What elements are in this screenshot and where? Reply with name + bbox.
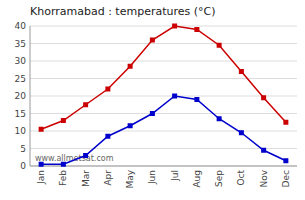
x-tick-label: Mar <box>81 170 91 187</box>
point <box>239 69 244 74</box>
y-tick-label: 20 <box>15 91 27 101</box>
y-tick-label: 30 <box>15 56 27 66</box>
series-line <box>41 26 286 129</box>
x-tick-label: May <box>125 169 135 188</box>
grid-line <box>30 131 297 132</box>
plot-area <box>39 24 289 167</box>
point <box>261 148 266 153</box>
point <box>128 123 133 128</box>
point <box>39 162 44 167</box>
point <box>283 158 288 163</box>
y-tick-label: 15 <box>15 109 26 119</box>
point <box>61 118 66 123</box>
y-tick-label: 10 <box>15 126 27 136</box>
x-tick-label: Jul <box>170 170 180 182</box>
point <box>261 95 266 100</box>
grid-line <box>30 43 297 44</box>
grid-line <box>30 96 297 97</box>
y-tick-label: 25 <box>15 74 26 84</box>
point <box>105 87 110 92</box>
x-tick-label: Feb <box>58 170 68 186</box>
x-tick-label: Nov <box>259 169 269 187</box>
title: Khorramabad : temperatures (°C) <box>30 5 216 18</box>
series-line <box>41 96 286 164</box>
point <box>150 38 155 43</box>
x-tick-label: Apr <box>103 170 113 186</box>
point <box>172 94 177 99</box>
y-tick-label: 40 <box>15 21 27 31</box>
point <box>39 127 44 132</box>
point <box>83 153 88 158</box>
x-tick-label: Aug <box>192 170 202 188</box>
x-tick-label: Dec <box>281 170 291 187</box>
point <box>217 43 222 48</box>
y-axis <box>30 26 31 166</box>
y-tick-label: 5 <box>20 144 26 154</box>
x-tick-label: Jun <box>147 170 157 185</box>
grid-line <box>30 78 297 79</box>
grid-line <box>30 26 297 27</box>
point <box>61 162 66 167</box>
point <box>194 97 199 102</box>
point <box>239 130 244 135</box>
point <box>217 116 222 121</box>
point <box>150 111 155 116</box>
grid-line <box>30 61 297 62</box>
x-tick-label: Jan <box>36 170 46 185</box>
point <box>172 24 177 29</box>
annotation: www.allmetsat.com <box>35 154 114 163</box>
x-tick-label: Sep <box>214 170 224 187</box>
grid-line <box>30 166 297 167</box>
chart: Khorramabad : temperatures (°C) 0 5 10 15 20 2… <box>0 0 305 200</box>
y-tick-label: 0 <box>20 161 26 171</box>
point <box>128 64 133 69</box>
point <box>105 134 110 139</box>
point <box>283 120 288 125</box>
point <box>83 102 88 107</box>
x-axis <box>30 166 297 167</box>
y-tick-label: 35 <box>15 39 26 49</box>
point <box>194 27 199 32</box>
x-tick-label: Oct <box>236 170 246 186</box>
grid-line <box>30 148 297 149</box>
grid-line <box>30 113 297 114</box>
